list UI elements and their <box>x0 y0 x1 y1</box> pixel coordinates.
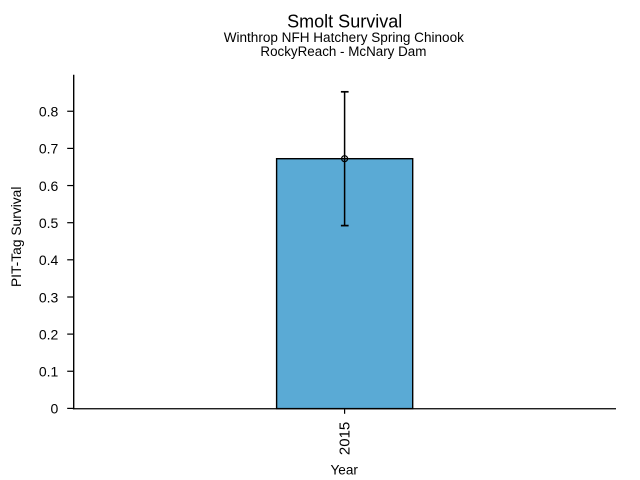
svg-text:RockyReach - McNary Dam: RockyReach - McNary Dam <box>260 44 426 59</box>
svg-text:2015: 2015 <box>337 422 354 455</box>
svg-text:0.6: 0.6 <box>39 178 59 194</box>
svg-text:0.2: 0.2 <box>39 326 59 342</box>
svg-text:0.7: 0.7 <box>39 141 59 157</box>
svg-text:0.4: 0.4 <box>39 252 59 268</box>
svg-text:Winthrop NFH Hatchery Spring C: Winthrop NFH Hatchery Spring Chinook <box>224 30 464 45</box>
svg-text:0.8: 0.8 <box>39 104 59 120</box>
svg-text:0: 0 <box>51 401 59 417</box>
svg-text:0.5: 0.5 <box>39 215 59 231</box>
svg-text:0.1: 0.1 <box>39 364 59 380</box>
svg-text:Smolt Survival: Smolt Survival <box>287 12 402 32</box>
svg-text:PIT-Tag Survival: PIT-Tag Survival <box>9 187 24 287</box>
svg-text:0.3: 0.3 <box>39 289 59 305</box>
svg-text:Year: Year <box>330 462 358 477</box>
